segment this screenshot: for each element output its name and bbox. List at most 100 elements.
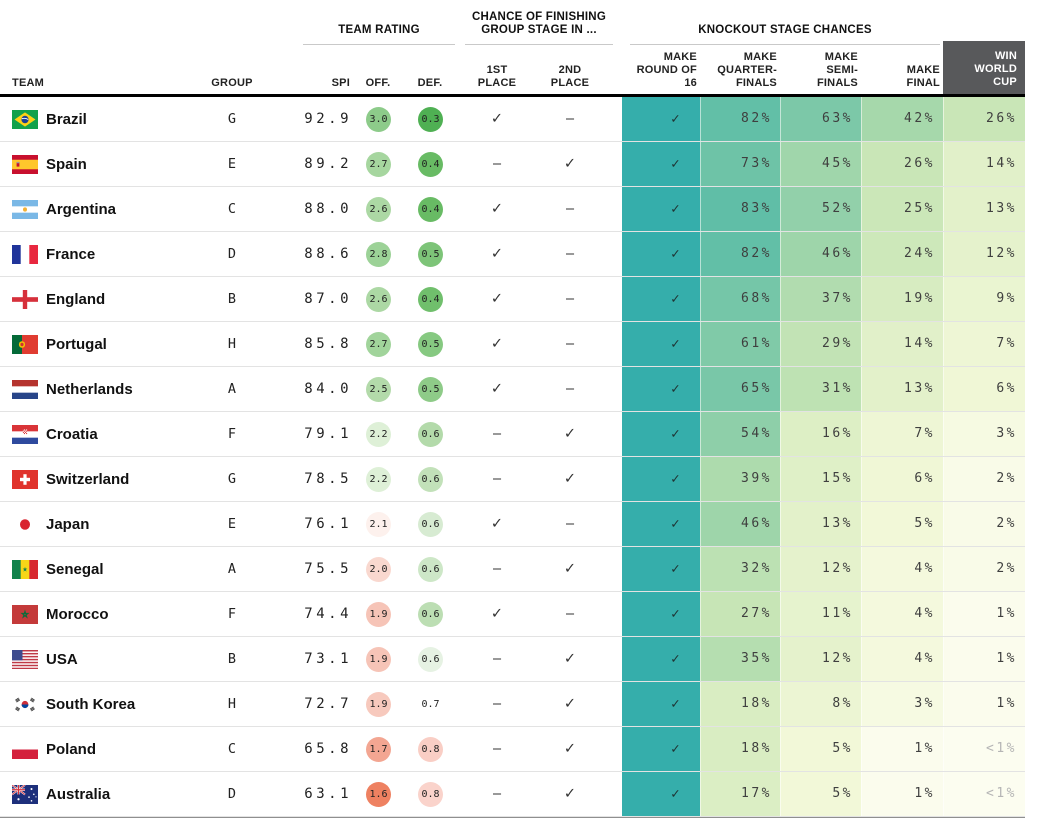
knockout-underline (630, 44, 940, 45)
section-header-team-rating: TEAM RATING (338, 24, 420, 36)
defense-rating-badge: 0.6 (418, 512, 443, 537)
spi-rating: 85.8 (304, 336, 352, 352)
offense-rating-badge: 2.6 (366, 197, 391, 222)
make-round-of-16-cell: ✓ (622, 682, 700, 726)
defense-rating-badge: 0.4 (418, 197, 443, 222)
flag-argentina-icon (12, 200, 38, 219)
defense-rating-badge: 0.3 (418, 107, 443, 132)
defense-rating-badge: 0.6 (418, 602, 443, 627)
make-semifinals-cell: 12% (780, 637, 861, 681)
make-round-of-16-cell: ✓ (622, 97, 700, 141)
group-letter: H (227, 696, 237, 712)
table-row: Argentina C 88.0 2.6 0.4 ✓ – ✓ 83% 52% 25% 13% (0, 187, 1025, 232)
row-separator (0, 681, 1025, 682)
second-place-mark: – (565, 381, 575, 397)
defense-rating-badge: 0.8 (418, 782, 443, 807)
second-place-mark: – (565, 516, 575, 532)
make-round-of-16-cell: ✓ (622, 457, 700, 501)
make-final-cell: 6% (861, 457, 943, 501)
make-final-cell: 42% (861, 97, 943, 141)
make-semifinals-cell: 11% (780, 592, 861, 636)
flag-france-icon (12, 245, 38, 264)
table-top-border (0, 94, 1025, 97)
first-place-mark: ✓ (490, 606, 504, 622)
make-quarterfinals-cell: 39% (700, 457, 780, 501)
table-row: France D 88.6 2.8 0.5 ✓ – ✓ 82% 46% 24% 12% (0, 232, 1025, 277)
offense-rating-badge: 1.7 (366, 737, 391, 762)
flag-portugal-icon (12, 335, 38, 354)
spi-rating: 84.0 (304, 381, 352, 397)
team-name: Poland (46, 741, 97, 758)
group-letter: A (227, 381, 237, 397)
table-row: USA B 73.1 1.9 0.6– ✓ ✓ 35% 12% 4% 1% (0, 637, 1025, 682)
table-row: Morocco F 74.4 1.9 0.6 ✓ – ✓ 27% 11% 4% 1% (0, 592, 1025, 637)
make-semifinals-cell: 5% (780, 772, 861, 816)
flag-japan-icon (12, 515, 38, 534)
team-name: Spain (46, 156, 87, 173)
section-header-group-stage-chance: CHANCE OF FINISHING GROUP STAGE IN ... (471, 11, 607, 36)
win-world-cup-cell: 1% (943, 592, 1025, 636)
row-separator (0, 636, 1025, 637)
team-name: Morocco (46, 606, 109, 623)
win-world-cup-cell: 2% (943, 547, 1025, 591)
second-place-mark: ✓ (563, 786, 577, 802)
spi-rating: 88.6 (304, 246, 352, 262)
make-round-of-16-cell: ✓ (622, 727, 700, 771)
make-final-cell: 1% (861, 727, 943, 771)
col-header-win-world-cup-cell: WIN WORLD CUP (943, 41, 1025, 97)
offense-rating-badge: 2.5 (366, 377, 391, 402)
second-place-mark: – (565, 606, 575, 622)
spi-rating: 78.5 (304, 471, 352, 487)
row-separator (0, 546, 1025, 547)
col-header-off: OFF. (365, 77, 391, 89)
make-final-cell: 4% (861, 637, 943, 681)
second-place-mark: ✓ (563, 696, 577, 712)
offense-rating-badge: 1.6 (366, 782, 391, 807)
second-place-mark: ✓ (563, 741, 577, 757)
col-header-spi: SPI (331, 77, 350, 89)
second-place-mark: – (565, 336, 575, 352)
second-place-mark: ✓ (563, 561, 577, 577)
make-semifinals-cell: 29% (780, 322, 861, 366)
first-place-mark: ✓ (490, 111, 504, 127)
col-header-make-semifinals: MAKE SEMI- FINALS (816, 51, 858, 89)
row-separator (0, 591, 1025, 592)
offense-rating-badge: 2.6 (366, 287, 391, 312)
spi-rating: 73.1 (304, 651, 352, 667)
flag-switzerland-icon (12, 470, 38, 489)
group-letter: A (227, 561, 237, 577)
spi-rating: 65.8 (304, 741, 352, 757)
make-round-of-16-cell: ✓ (622, 547, 700, 591)
win-world-cup-cell: 2% (943, 502, 1025, 546)
offense-rating-badge: 3.0 (366, 107, 391, 132)
make-quarterfinals-cell: 82% (700, 97, 780, 141)
make-round-of-16-cell: ✓ (622, 322, 700, 366)
win-world-cup-cell: 7% (943, 322, 1025, 366)
make-semifinals-cell: 45% (780, 142, 861, 186)
make-quarterfinals-cell: 17% (700, 772, 780, 816)
flag-morocco-icon (12, 605, 38, 624)
table-row: South Korea H 72.7 1.9 0.7– ✓ ✓ 18% 8% 3% 1% (0, 682, 1025, 727)
make-quarterfinals-cell: 27% (700, 592, 780, 636)
defense-rating-badge: 0.6 (418, 467, 443, 492)
flag-england-icon (12, 290, 38, 309)
flag-netherlands-icon (12, 380, 38, 399)
row-separator (0, 366, 1025, 367)
row-separator (0, 726, 1025, 727)
offense-rating-badge: 2.7 (366, 332, 391, 357)
make-quarterfinals-cell: 65% (700, 367, 780, 411)
make-round-of-16-cell: ✓ (622, 412, 700, 456)
team-name: France (46, 246, 96, 263)
offense-rating-badge: 1.9 (366, 692, 391, 717)
group-letter: B (227, 651, 237, 667)
make-quarterfinals-cell: 18% (700, 682, 780, 726)
col-header-team: TEAM (12, 77, 45, 89)
offense-rating-badge: 2.8 (366, 242, 391, 267)
offense-rating-badge: 2.0 (366, 557, 391, 582)
flag-senegal-icon (12, 560, 38, 579)
second-place-mark: ✓ (563, 471, 577, 487)
spi-rating: 89.2 (304, 156, 352, 172)
spi-rating: 63.1 (304, 786, 352, 802)
flag-australia-icon (12, 785, 38, 804)
make-round-of-16-cell: ✓ (622, 142, 700, 186)
